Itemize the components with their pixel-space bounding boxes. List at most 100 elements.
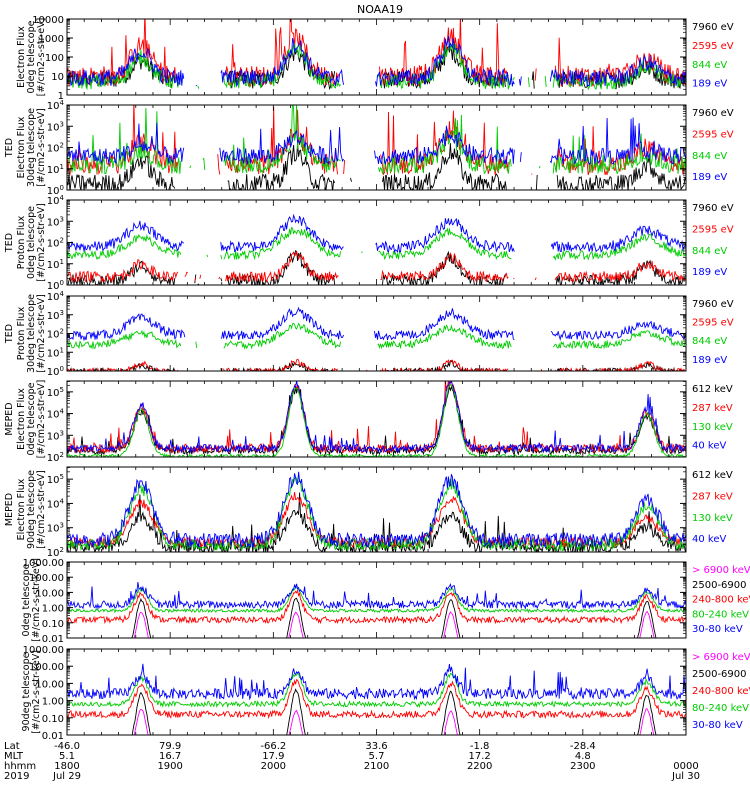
x-row-label: MLT xyxy=(4,751,24,762)
y-axis-label: Electron Flux 0deg telescope [#/cm2-s-str-… xyxy=(16,380,47,459)
legend-entry: 2595 eV xyxy=(692,41,734,52)
series-844-ev-trace xyxy=(67,322,686,350)
y-axis-label-line: Electron Flux xyxy=(16,478,27,540)
y-tick-label: 10 xyxy=(51,72,64,83)
instrument-label-text: MEPED xyxy=(4,402,15,435)
y-axis-label-line: [#/cm2-s-str-eV] xyxy=(36,470,47,549)
panel-series-group xyxy=(67,19,686,91)
x-tick-mlt: 4.8 xyxy=(575,751,591,762)
y-axis-label-line: [#/cm2-s-str-keV] xyxy=(31,650,42,734)
legend-entry: 30-80 keV xyxy=(692,624,743,635)
y-axis-label-line: Electron Flux xyxy=(16,116,27,178)
legend-entry: 844 eV xyxy=(692,336,727,347)
y-tick-label: 0.01 xyxy=(42,634,64,645)
series--6900-kev-trace xyxy=(133,708,655,735)
x-tick-date: Jul 29 xyxy=(52,771,81,782)
x-tick-hhmm: 2200 xyxy=(467,761,492,772)
legend-entry: 2595 eV xyxy=(692,318,734,329)
x-tick-date: Jul 30 xyxy=(671,771,700,782)
panel-frame xyxy=(66,561,687,639)
y-axis-label-line: 0deg telescope xyxy=(26,382,37,455)
legend-entry: 189 eV xyxy=(692,267,727,278)
y-tick-label: 103 xyxy=(47,215,64,228)
y-tick-label: 0.01 xyxy=(42,731,64,742)
series-189-ev-trace xyxy=(67,306,686,342)
panel-series-group xyxy=(67,663,686,735)
y-tick-label: 105 xyxy=(47,386,64,399)
y-tick-label: 102 xyxy=(47,328,64,341)
legend-entry: 80-240 keV xyxy=(692,703,749,714)
y-tick-label: 0.10 xyxy=(42,619,64,630)
y-tick-label: 1000.00 xyxy=(23,645,64,656)
x-tick-mlt: 5.7 xyxy=(369,751,385,762)
y-tick-label: 10.00 xyxy=(35,588,64,599)
y-tick-label: 102 xyxy=(47,451,64,464)
x-tick-lat: -66.2 xyxy=(260,741,286,752)
y-axis-label-line: Proton Flux xyxy=(16,215,27,269)
x-tick-hhmm: 1900 xyxy=(157,761,182,772)
x-tick-mlt: 5.1 xyxy=(59,751,75,762)
legend-entry: 2500-6900 xyxy=(692,669,747,680)
y-axis-label: Electron Flux 0deg telescope [#/cm2-s-str-… xyxy=(16,18,47,97)
y-tick-label: 100.00 xyxy=(29,573,64,584)
y-axis-label-line: [#/cm2-s-str-eV] xyxy=(36,18,47,97)
x-tick-hhmm: 2000 xyxy=(261,761,286,772)
panel-series-group xyxy=(67,582,686,638)
x-tick-mlt: 17.9 xyxy=(262,751,284,762)
y-tick-label: 10000 xyxy=(32,15,64,26)
series-2595-ev-trace xyxy=(67,19,686,87)
y-tick-label: 1000.00 xyxy=(23,558,64,569)
legend-entry: 2595 eV xyxy=(692,224,734,235)
panel-series-group xyxy=(67,213,686,285)
y-axis-label-line: Electron Flux xyxy=(16,26,27,88)
y-tick-label: 103 xyxy=(47,120,64,133)
y-tick-label: 104 xyxy=(47,290,65,303)
panel-frame xyxy=(66,199,687,286)
panel-series-group xyxy=(67,105,686,190)
series-240-800-kev-trace xyxy=(67,678,686,720)
instrument-label-text: TED xyxy=(4,233,15,253)
y-axis-label: Electron Flux 90deg telescope [#/cm2-s-str… xyxy=(16,470,47,549)
y-axis-label-line: 0deg telescope xyxy=(26,206,37,279)
legend-entry: 7960 eV xyxy=(692,22,734,33)
x-tick-lat: 79.9 xyxy=(159,741,181,752)
y-tick-label: 101 xyxy=(47,346,64,359)
x-tick-lat: -28.4 xyxy=(570,741,596,752)
x-row-label: Lat xyxy=(4,741,20,752)
y-axis-label-line: 90deg telescope xyxy=(26,470,37,549)
legend-entry: 2595 eV xyxy=(692,129,734,140)
series-2500-6900-trace xyxy=(131,597,657,638)
y-axis-label: 90deg telescope [#/cm2-s-str-keV] xyxy=(21,650,42,734)
legend-entry: > 6900 keV xyxy=(692,565,750,576)
instrument-label-text: MEPED xyxy=(4,493,15,526)
y-axis-label-line: 0deg telescope xyxy=(21,563,32,636)
y-tick-label: 1.00 xyxy=(42,697,64,708)
series-189-ev-trace xyxy=(67,35,686,88)
legend-entry: 80-240 keV xyxy=(692,609,749,620)
series-7960-ev-trace xyxy=(67,143,686,190)
y-tick-label: 104 xyxy=(47,497,65,510)
y-axis-label-line: [#/cm2-s-str-eV] xyxy=(36,108,47,187)
y-tick-label: 10.00 xyxy=(35,679,64,690)
y-tick-label: 102 xyxy=(47,237,64,250)
series-844-ev-trace xyxy=(67,42,686,91)
y-axis-label-line: 90deg telescope xyxy=(21,652,32,731)
y-axis-label-line: [#/cm2-s-str-eV] xyxy=(36,203,47,282)
y-tick-label: 100.00 xyxy=(29,662,64,673)
instrument-label-text: TED xyxy=(4,138,15,158)
y-tick-label: 102 xyxy=(47,142,64,155)
series-844-ev-trace xyxy=(67,226,686,261)
series-189-ev-trace xyxy=(67,117,686,166)
y-axis-label-line: 0deg telescope xyxy=(26,20,37,93)
y-axis-label-line: 30deg telescope xyxy=(26,108,37,187)
y-axis-label-line: [#/cm2-s-str-eV] xyxy=(36,294,47,373)
legend-entry: 7960 eV xyxy=(692,108,734,119)
y-tick-label: 100 xyxy=(47,365,64,378)
instrument-label: TED xyxy=(4,324,15,344)
